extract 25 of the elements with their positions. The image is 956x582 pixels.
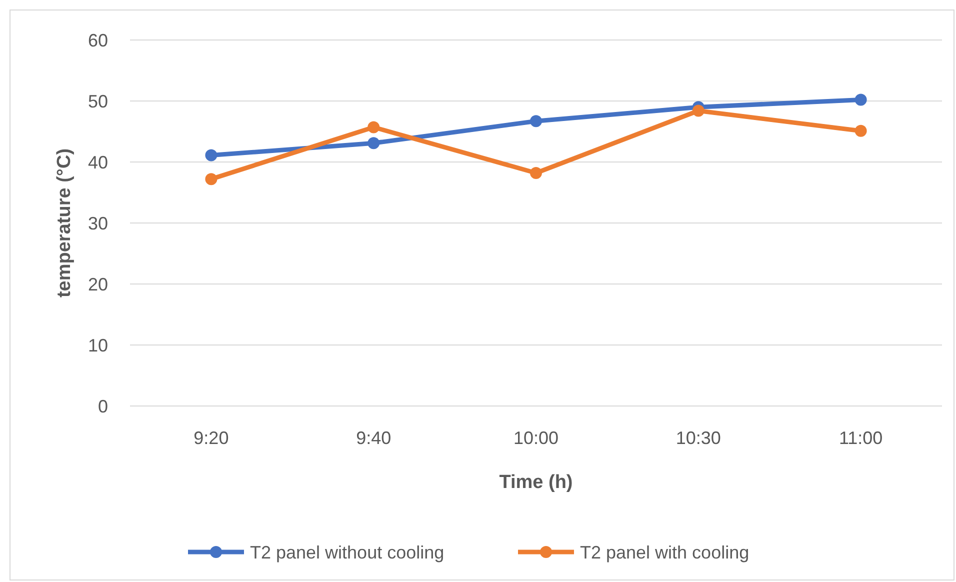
y-tick-label: 0 — [98, 396, 108, 416]
y-tick-label: 60 — [88, 30, 108, 50]
x-tick-label: 11:00 — [838, 428, 883, 448]
point — [368, 121, 380, 134]
y-tick-label: 50 — [88, 91, 108, 112]
point — [854, 94, 867, 106]
legend-label: T2 panel with cooling — [580, 542, 750, 562]
point — [205, 173, 218, 186]
x-axis-title: Time (h) — [499, 472, 573, 493]
point — [692, 104, 704, 117]
point — [530, 166, 542, 179]
point — [205, 149, 218, 162]
x-tick-label: 10:30 — [676, 428, 721, 448]
y-tick-label: 40 — [88, 152, 108, 172]
y-tick-label: 30 — [88, 213, 108, 234]
point — [854, 124, 867, 137]
point — [530, 115, 542, 128]
x-tick-label: 9:40 — [356, 428, 392, 448]
y-tick-label: 10 — [88, 335, 108, 356]
x-tick-label: 10:00 — [513, 428, 559, 448]
point — [368, 137, 380, 150]
legend-label: T2 panel without cooling — [250, 542, 444, 562]
y-axis-title: temperature (°C) — [54, 148, 75, 298]
x-tick-label: 9:20 — [194, 428, 229, 448]
y-tick-label: 20 — [88, 274, 108, 294]
